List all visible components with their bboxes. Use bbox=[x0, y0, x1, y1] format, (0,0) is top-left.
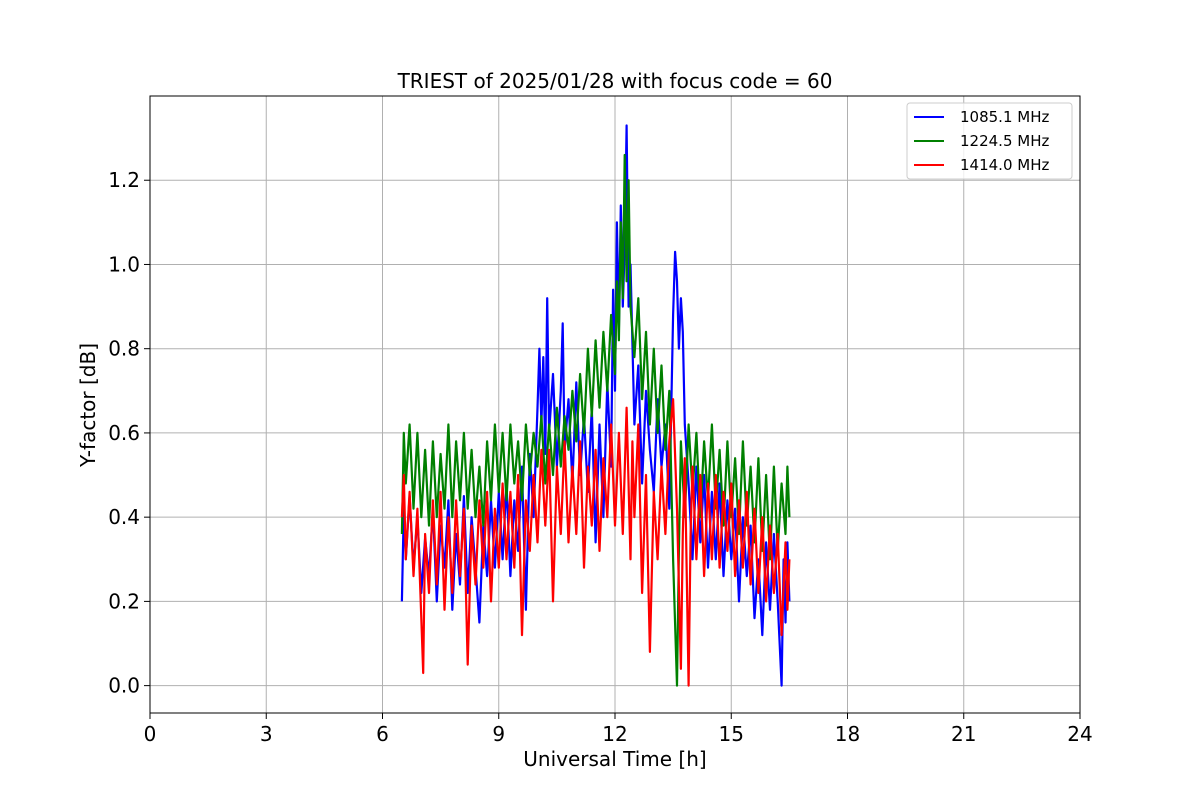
legend-box bbox=[906, 102, 1073, 180]
y-tick-label: 0.0 bbox=[108, 674, 140, 698]
x-tick-label: 0 bbox=[144, 722, 157, 746]
legend-label: 1224.5 MHz bbox=[960, 132, 1049, 150]
legend: 1085.1 MHz 1224.5 MHz 1414.0 MHz bbox=[906, 102, 1073, 180]
y-tick-label: 1.2 bbox=[108, 168, 140, 192]
y-axis-ticks: 0.0 0.2 0.4 0.6 0.8 1.0 1.2 bbox=[108, 168, 150, 698]
series-line-2 bbox=[400, 398, 791, 687]
data-series bbox=[400, 124, 791, 687]
y-tick-label: 0.4 bbox=[108, 505, 140, 529]
y-tick-label: 0.6 bbox=[108, 421, 140, 445]
x-tick-label: 3 bbox=[260, 722, 273, 746]
y-tick-label: 1.0 bbox=[108, 252, 140, 276]
x-axis-label: Universal Time [h] bbox=[523, 747, 706, 771]
x-tick-label: 9 bbox=[492, 722, 505, 746]
x-tick-label: 15 bbox=[719, 722, 744, 746]
legend-label: 1085.1 MHz bbox=[960, 108, 1049, 126]
x-tick-label: 12 bbox=[602, 722, 627, 746]
x-tick-label: 24 bbox=[1067, 722, 1092, 746]
x-tick-label: 18 bbox=[835, 722, 860, 746]
chart-title: TRIEST of 2025/01/28 with focus code = 6… bbox=[397, 69, 833, 93]
x-axis-ticks: 0 3 6 9 12 15 18 21 24 bbox=[144, 713, 1093, 746]
legend-label: 1414.0 MHz bbox=[960, 156, 1049, 174]
y-axis-label: Y-factor [dB] bbox=[76, 343, 100, 468]
x-tick-label: 6 bbox=[376, 722, 389, 746]
y-tick-label: 0.2 bbox=[108, 589, 140, 613]
x-tick-label: 21 bbox=[951, 722, 976, 746]
y-tick-label: 0.8 bbox=[108, 337, 140, 361]
